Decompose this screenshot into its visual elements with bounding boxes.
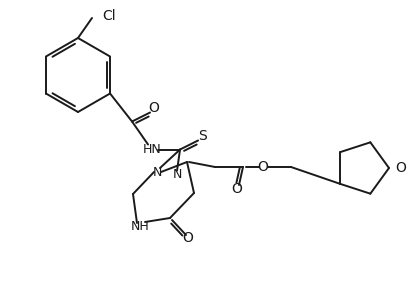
Text: S: S [198,129,206,142]
Text: O: O [395,161,406,175]
Text: O: O [232,182,242,196]
Text: NH: NH [130,220,149,232]
Text: O: O [183,231,194,245]
Text: Cl: Cl [102,9,116,23]
Text: O: O [257,160,268,174]
Text: O: O [149,101,160,114]
Text: N: N [152,166,162,179]
Text: HN: HN [143,143,161,156]
Text: N: N [172,168,182,181]
